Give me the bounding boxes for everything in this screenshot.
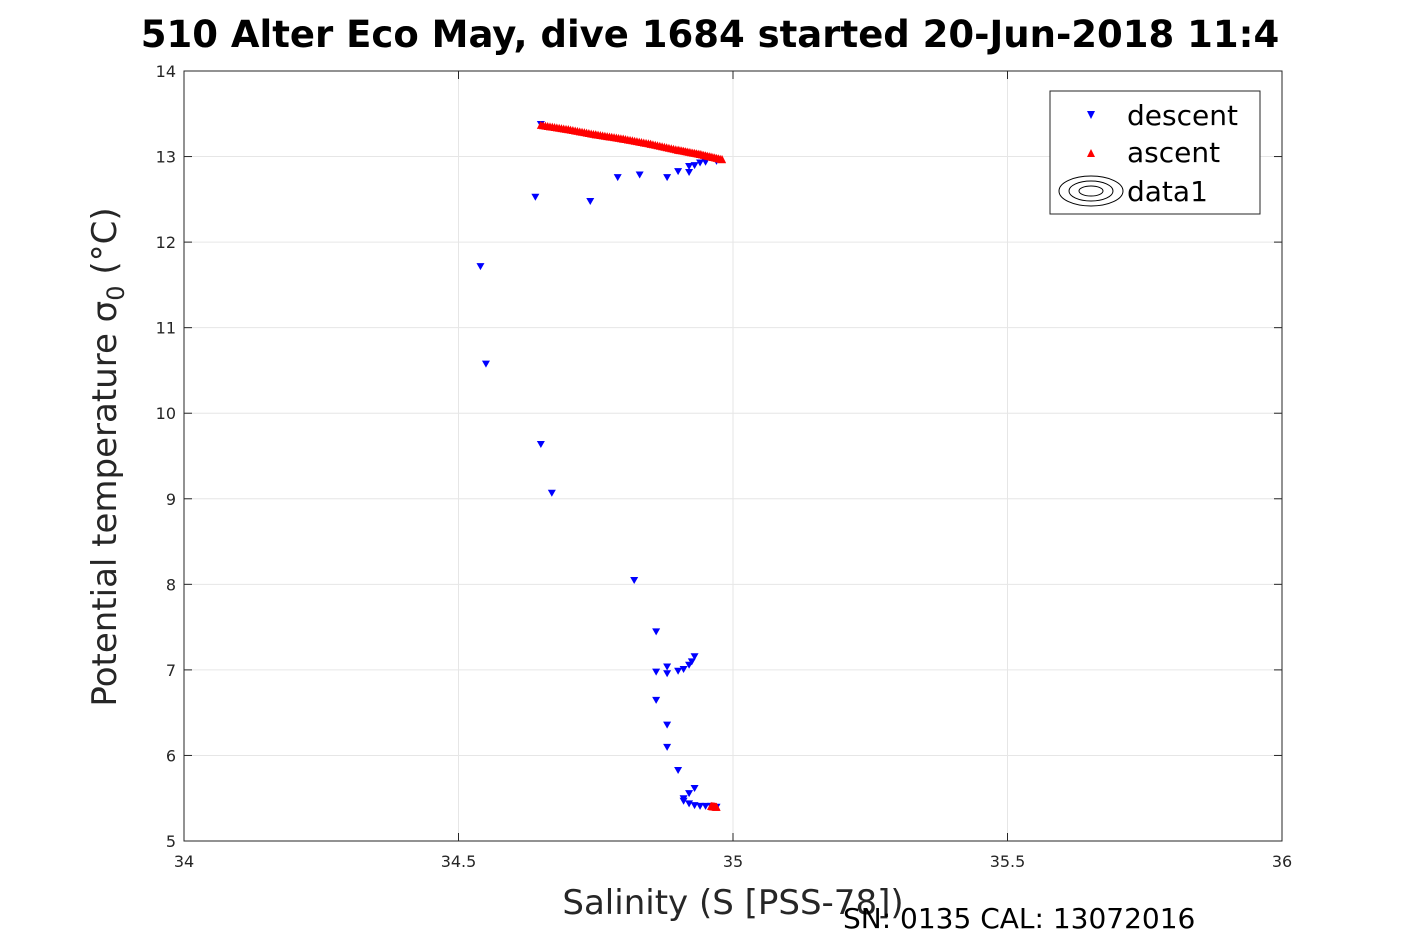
- y-axis-label: Potential temperature σ0 (°C): [85, 207, 130, 706]
- x-axis-label: Salinity (S [PSS-78]): [562, 883, 903, 923]
- y-axis-ticks: 5 6 7 8 9 10 11 12 13 14: [156, 62, 1282, 851]
- y-tick-label: 6: [166, 746, 176, 765]
- descent-point: [536, 441, 545, 449]
- descent-point: [696, 802, 705, 810]
- legend: descent ascent data1: [1049, 90, 1261, 215]
- descent-point: [547, 489, 556, 497]
- chart-title: 510 Alter Eco May, dive 1684 started 20-…: [141, 13, 1279, 56]
- data-series: [476, 120, 727, 811]
- descent-point: [690, 784, 699, 792]
- x-tick-label: 35: [723, 852, 743, 871]
- descent-point: [652, 628, 661, 636]
- descent-point: [674, 667, 683, 675]
- descent-point: [663, 174, 672, 182]
- descent-point: [679, 666, 688, 674]
- descent-point: [613, 174, 622, 182]
- sensor-calibration-note: SN: 0135 CAL: 13072016: [843, 902, 1195, 935]
- descent-point: [652, 696, 661, 704]
- legend-descent-label: descent: [1127, 99, 1238, 132]
- legend-contour-icon: [1058, 175, 1124, 207]
- y-tick-label: 5: [166, 832, 176, 851]
- series-ascent: [536, 120, 727, 811]
- descent-point: [652, 668, 661, 676]
- descent-point: [701, 802, 710, 810]
- descent-point: [663, 663, 672, 671]
- y-axis-label-sigma: σ: [85, 301, 125, 323]
- descent-point: [674, 168, 683, 176]
- descent-point: [690, 162, 699, 170]
- x-tick-label: 34: [174, 852, 194, 871]
- legend-data1-label: data1: [1127, 175, 1208, 208]
- descent-point: [690, 802, 699, 810]
- descent-point: [674, 766, 683, 774]
- x-tick-label: 34.5: [441, 852, 477, 871]
- x-tick-label: 35.5: [990, 852, 1026, 871]
- legend-ascent-marker: [1087, 149, 1095, 157]
- descent-point: [635, 171, 644, 179]
- y-tick-label: 14: [156, 62, 176, 81]
- descent-point: [476, 263, 485, 271]
- y-tick-label: 13: [156, 148, 176, 167]
- y-tick-label: 7: [166, 661, 176, 680]
- x-tick-label: 36: [1272, 852, 1292, 871]
- y-tick-label: 12: [156, 233, 176, 252]
- descent-point: [685, 168, 694, 176]
- x-axis-ticks: 34 34.5 35 35.5 36: [174, 71, 1292, 871]
- y-axis-label-unit: (°C): [85, 207, 125, 285]
- legend-descent-marker: [1087, 111, 1095, 119]
- descent-point: [531, 193, 540, 201]
- y-tick-label: 11: [156, 319, 176, 338]
- descent-point: [630, 577, 639, 585]
- descent-point: [481, 360, 490, 368]
- descent-point: [586, 198, 595, 206]
- y-axis-label-main: Potential temperature: [85, 322, 125, 706]
- descent-point: [685, 790, 694, 798]
- descent-point: [685, 162, 694, 170]
- y-axis-label-subscript: 0: [102, 285, 130, 300]
- ascent-point: [712, 802, 721, 811]
- series-descent: [476, 121, 721, 811]
- descent-point: [663, 743, 672, 751]
- descent-point: [690, 653, 699, 661]
- legend-box: [1049, 90, 1261, 215]
- y-tick-label: 8: [166, 575, 176, 594]
- legend-ascent-label: ascent: [1127, 136, 1220, 169]
- y-tick-label: 10: [156, 404, 176, 423]
- ascent-point: [718, 155, 727, 164]
- descent-point: [663, 670, 672, 678]
- descent-point: [687, 658, 696, 666]
- y-tick-label: 9: [166, 490, 176, 509]
- descent-point: [696, 159, 705, 167]
- descent-point: [679, 797, 688, 805]
- descent-point: [663, 721, 672, 729]
